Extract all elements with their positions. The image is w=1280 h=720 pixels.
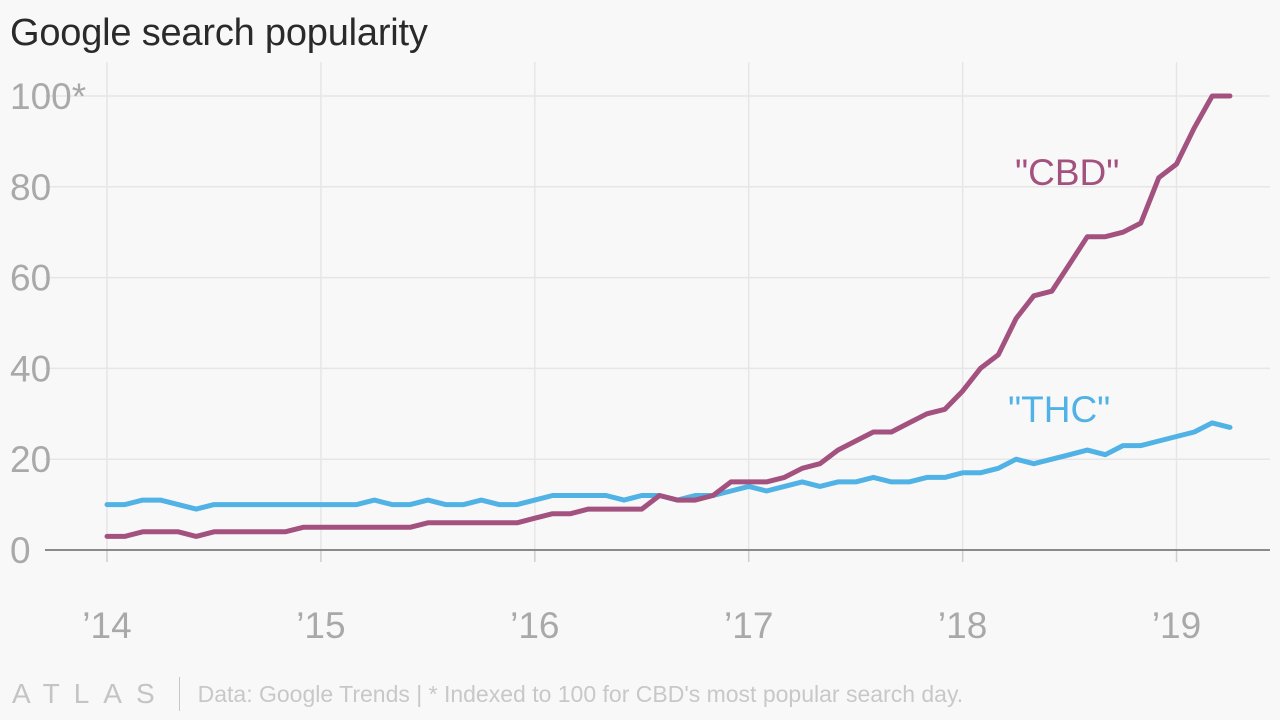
footer-separator xyxy=(178,677,180,711)
y-tick-label-40: 40 xyxy=(10,348,51,389)
label-layer: "CBD" "THC" xyxy=(1008,152,1119,430)
axis-layer: 0 20 40 60 80 100* ’14 ’15 ’16 ’17 ’18 ’19 xyxy=(10,76,1270,646)
y-tick-label-80: 80 xyxy=(10,167,51,208)
y-tick-label-20: 20 xyxy=(10,439,51,480)
series-label-thc: "THC" xyxy=(1008,389,1110,430)
series-line-cbd xyxy=(104,93,1233,539)
x-tick-label-2015: ’15 xyxy=(296,605,345,646)
grid-layer xyxy=(45,62,1270,550)
y-tick-label-0: 0 xyxy=(10,530,31,571)
footer: ATLAS Data: Google Trends | * Indexed to… xyxy=(12,676,963,712)
x-tick-label-2014: ’14 xyxy=(82,605,131,646)
x-tick-label-2019: ’19 xyxy=(1152,605,1201,646)
x-tick-label-2018: ’18 xyxy=(938,605,987,646)
atlas-logo: ATLAS xyxy=(12,678,169,709)
source-note: Data: Google Trends | * Indexed to 100 f… xyxy=(197,680,964,707)
series-layer xyxy=(104,93,1233,539)
series-label-cbd: "CBD" xyxy=(1015,152,1119,193)
x-tick-label-2016: ’16 xyxy=(510,605,559,646)
x-tick-label-2017: ’17 xyxy=(724,605,773,646)
y-tick-label-60: 60 xyxy=(10,258,51,299)
y-tick-label-100: 100* xyxy=(10,76,86,117)
chart-title: Google search popularity xyxy=(10,12,428,54)
